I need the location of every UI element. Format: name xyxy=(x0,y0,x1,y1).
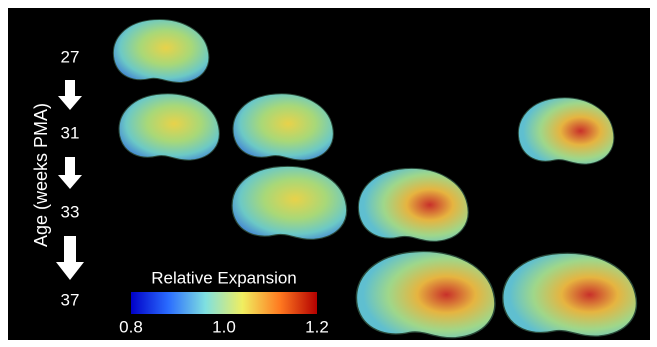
colorbar-tick-label: 0.8 xyxy=(119,317,143,336)
page: Age (weeks PMA) 27 31 33 37 Relative Exp… xyxy=(0,0,657,347)
colorbar-tick-label: 1.0 xyxy=(212,317,236,336)
age-label: 33 xyxy=(61,202,80,221)
axis-label: Age (weeks PMA) xyxy=(31,103,51,247)
age-label: 37 xyxy=(61,290,80,309)
age-label: 31 xyxy=(61,123,80,142)
colorbar xyxy=(131,292,317,314)
colorbar-tick-label: 1.2 xyxy=(305,317,329,336)
figure: Age (weeks PMA) 27 31 33 37 Relative Exp… xyxy=(0,0,657,347)
colorbar-title: Relative Expansion xyxy=(151,268,297,287)
age-label: 27 xyxy=(61,47,80,66)
